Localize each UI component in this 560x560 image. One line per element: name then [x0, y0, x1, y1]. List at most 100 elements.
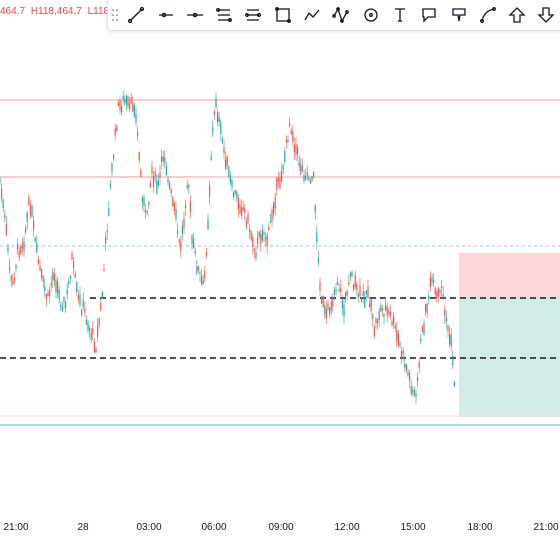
candle-body — [15, 265, 17, 269]
candle-body — [453, 381, 455, 387]
parallel-channel-button[interactable] — [212, 3, 235, 27]
candle-body — [362, 291, 364, 296]
candle-body — [429, 278, 431, 287]
candle-body — [209, 185, 211, 197]
short-position-stop-zone[interactable] — [459, 253, 560, 298]
candle-body — [29, 204, 31, 216]
candle-body — [204, 270, 206, 279]
time-axis-label: 28 — [77, 522, 89, 533]
candle-body — [148, 202, 150, 205]
candle-body — [353, 284, 355, 291]
rectangle-button[interactable] — [271, 3, 294, 27]
candle-body — [236, 191, 238, 199]
candle-body — [180, 241, 182, 252]
price-chart[interactable] — [0, 0, 560, 512]
candle-body — [276, 178, 278, 190]
candle-body — [113, 154, 115, 160]
candle-body — [381, 308, 383, 311]
candle-body — [60, 304, 62, 308]
callout-button[interactable] — [418, 3, 441, 27]
candle-body — [220, 122, 222, 135]
candle-body — [71, 252, 73, 261]
candle-body — [164, 157, 166, 163]
candle-body — [50, 282, 52, 286]
candle-body — [122, 95, 124, 101]
candle-body — [391, 321, 393, 326]
candle-body — [413, 390, 415, 396]
arrow-up-button[interactable] — [505, 3, 528, 27]
candle-body — [258, 231, 260, 238]
candle-body — [377, 318, 379, 324]
candle-body — [225, 158, 227, 170]
candle-body — [420, 338, 422, 342]
text-button[interactable] — [388, 3, 411, 27]
candle-body — [271, 209, 273, 222]
candle-body — [185, 205, 187, 209]
candle-body — [255, 252, 257, 259]
candle-body — [138, 152, 140, 161]
candle-body — [226, 155, 228, 166]
drag-handle-icon[interactable] — [108, 1, 122, 29]
curve-button[interactable] — [476, 3, 499, 27]
rectangle-icon — [274, 7, 291, 23]
candle-body — [228, 166, 230, 176]
chart-area[interactable]: 464.7 H118,464.7 L118,4 — [0, 0, 560, 512]
time-axis[interactable]: 21:00 28 03:00 06:00 09:00 12:00 15:00 1… — [0, 512, 560, 560]
candle-body — [31, 205, 33, 217]
candle-body — [167, 179, 169, 183]
callout-icon — [422, 8, 436, 23]
time-axis-label: 09:00 — [268, 522, 294, 533]
curve-icon — [479, 7, 496, 23]
candle-body — [215, 98, 217, 108]
candle-body — [295, 144, 297, 155]
candle-body — [13, 277, 15, 282]
candle-body — [132, 102, 134, 112]
candle-body — [345, 292, 347, 298]
candle-body — [253, 248, 255, 252]
candle-body — [141, 197, 143, 202]
candle-body — [332, 296, 334, 307]
candle-body — [388, 310, 390, 314]
candle-body — [114, 128, 116, 136]
candle-body — [105, 237, 107, 244]
circle-button[interactable] — [359, 3, 382, 27]
candle-body — [284, 151, 286, 162]
candle-body — [242, 207, 244, 211]
candle-body — [298, 161, 300, 166]
candle-body — [39, 265, 41, 271]
candle-body — [177, 230, 179, 234]
candle-body — [172, 197, 174, 207]
pattern-button[interactable] — [330, 3, 353, 27]
candle-body — [109, 184, 111, 188]
candle-body — [373, 326, 375, 337]
candle-body — [399, 343, 401, 347]
trend-line-icon — [128, 6, 145, 24]
candle-body — [137, 132, 139, 137]
candle-body — [396, 330, 398, 341]
candle-body — [365, 290, 367, 295]
candle-body — [450, 335, 452, 347]
fib-retracement-button[interactable] — [242, 3, 265, 27]
candle-body — [338, 288, 340, 292]
path-button[interactable] — [300, 3, 323, 27]
candle-body — [17, 243, 19, 250]
price-label-button[interactable] — [447, 3, 470, 27]
arrow-down-button[interactable] — [535, 3, 558, 27]
candle-body — [428, 295, 430, 300]
candle-body — [421, 326, 423, 332]
candle-body — [367, 286, 369, 299]
candle-body — [188, 184, 190, 188]
horizontal-line-button[interactable] — [183, 3, 206, 27]
candle-body — [81, 309, 83, 316]
trend-line-button[interactable] — [125, 3, 148, 27]
candle-body — [36, 242, 38, 253]
candle-body — [316, 232, 318, 242]
horizontal-ray-button[interactable] — [154, 3, 177, 27]
candle-body — [303, 174, 305, 181]
candle-body — [58, 289, 60, 300]
candle-body — [53, 273, 55, 281]
candle-body — [335, 289, 337, 292]
candle-body — [151, 166, 153, 174]
candle-body — [239, 204, 241, 214]
candle-body — [111, 163, 113, 172]
